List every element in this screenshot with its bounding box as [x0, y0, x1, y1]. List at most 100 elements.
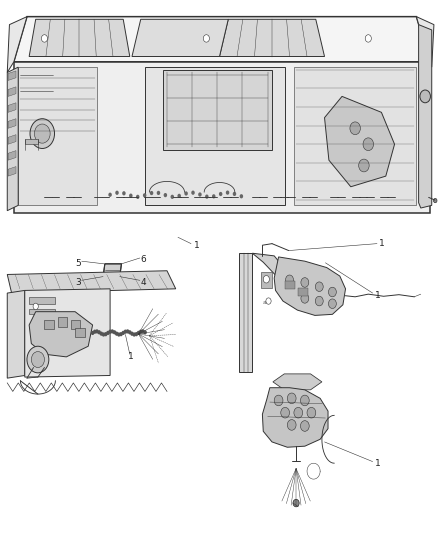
Circle shape	[280, 407, 289, 418]
Polygon shape	[8, 119, 16, 128]
Circle shape	[306, 407, 315, 418]
Circle shape	[115, 191, 119, 195]
Circle shape	[293, 407, 302, 418]
Circle shape	[285, 275, 293, 285]
Bar	[29, 309, 55, 314]
Circle shape	[143, 330, 147, 335]
Text: 6: 6	[140, 255, 145, 263]
Text: 1: 1	[378, 239, 384, 248]
Circle shape	[132, 333, 136, 337]
Polygon shape	[29, 19, 130, 56]
Circle shape	[225, 190, 229, 195]
Circle shape	[34, 124, 50, 143]
Text: 1: 1	[374, 290, 380, 300]
Polygon shape	[75, 328, 85, 337]
Circle shape	[115, 332, 118, 336]
Circle shape	[349, 122, 360, 135]
Bar	[285, 281, 294, 289]
Circle shape	[300, 421, 308, 431]
Circle shape	[191, 191, 194, 195]
Circle shape	[212, 194, 215, 198]
Circle shape	[99, 332, 103, 336]
Text: 1: 1	[194, 241, 200, 250]
Circle shape	[139, 329, 142, 334]
Circle shape	[95, 329, 99, 334]
Polygon shape	[29, 312, 92, 357]
Text: a: a	[262, 300, 266, 305]
Polygon shape	[7, 17, 27, 72]
Circle shape	[41, 35, 47, 42]
Polygon shape	[239, 253, 252, 372]
Text: 5: 5	[75, 260, 81, 268]
Circle shape	[134, 332, 138, 336]
Circle shape	[432, 198, 436, 203]
Polygon shape	[252, 253, 287, 276]
Circle shape	[184, 191, 187, 196]
Text: 1: 1	[127, 352, 133, 361]
Circle shape	[328, 299, 336, 309]
Circle shape	[102, 333, 105, 337]
Polygon shape	[25, 139, 38, 144]
Polygon shape	[132, 19, 228, 56]
Polygon shape	[8, 135, 16, 144]
Polygon shape	[44, 320, 54, 329]
Polygon shape	[8, 166, 16, 176]
Circle shape	[419, 90, 429, 103]
Circle shape	[170, 195, 173, 199]
Circle shape	[265, 298, 271, 304]
Polygon shape	[7, 67, 18, 211]
Circle shape	[33, 303, 38, 310]
Polygon shape	[14, 17, 428, 62]
Circle shape	[124, 329, 127, 334]
Circle shape	[300, 278, 308, 287]
Polygon shape	[272, 374, 321, 390]
Circle shape	[128, 330, 131, 334]
Polygon shape	[293, 67, 416, 205]
Polygon shape	[71, 320, 80, 329]
Circle shape	[137, 331, 140, 335]
Circle shape	[141, 329, 145, 334]
Circle shape	[108, 192, 112, 197]
Text: 3: 3	[75, 278, 81, 287]
Polygon shape	[261, 272, 272, 288]
Circle shape	[97, 330, 101, 334]
Circle shape	[239, 194, 243, 198]
Circle shape	[274, 395, 283, 406]
Circle shape	[232, 192, 236, 196]
Circle shape	[129, 193, 132, 198]
Polygon shape	[416, 17, 433, 67]
Circle shape	[143, 193, 146, 197]
Polygon shape	[25, 289, 110, 377]
Polygon shape	[57, 317, 67, 327]
Polygon shape	[219, 19, 324, 56]
Circle shape	[106, 331, 110, 335]
Circle shape	[104, 332, 107, 336]
Circle shape	[364, 35, 371, 42]
Polygon shape	[274, 257, 345, 316]
Circle shape	[31, 352, 44, 368]
Circle shape	[108, 329, 112, 334]
Circle shape	[198, 192, 201, 197]
Circle shape	[93, 329, 96, 334]
Polygon shape	[162, 70, 272, 150]
Text: 1: 1	[374, 459, 380, 467]
Circle shape	[126, 329, 129, 334]
Circle shape	[121, 331, 125, 335]
Circle shape	[328, 287, 336, 297]
Circle shape	[136, 195, 139, 199]
Polygon shape	[8, 87, 16, 96]
Circle shape	[300, 294, 308, 303]
Circle shape	[163, 193, 167, 197]
Circle shape	[156, 191, 160, 195]
Circle shape	[314, 282, 322, 292]
Bar	[29, 297, 55, 304]
Circle shape	[130, 332, 134, 336]
Polygon shape	[8, 71, 16, 80]
Circle shape	[219, 192, 222, 196]
Circle shape	[27, 346, 49, 373]
Circle shape	[149, 191, 153, 195]
Circle shape	[300, 395, 308, 406]
Circle shape	[119, 332, 123, 336]
Polygon shape	[7, 290, 25, 378]
Circle shape	[177, 194, 180, 198]
